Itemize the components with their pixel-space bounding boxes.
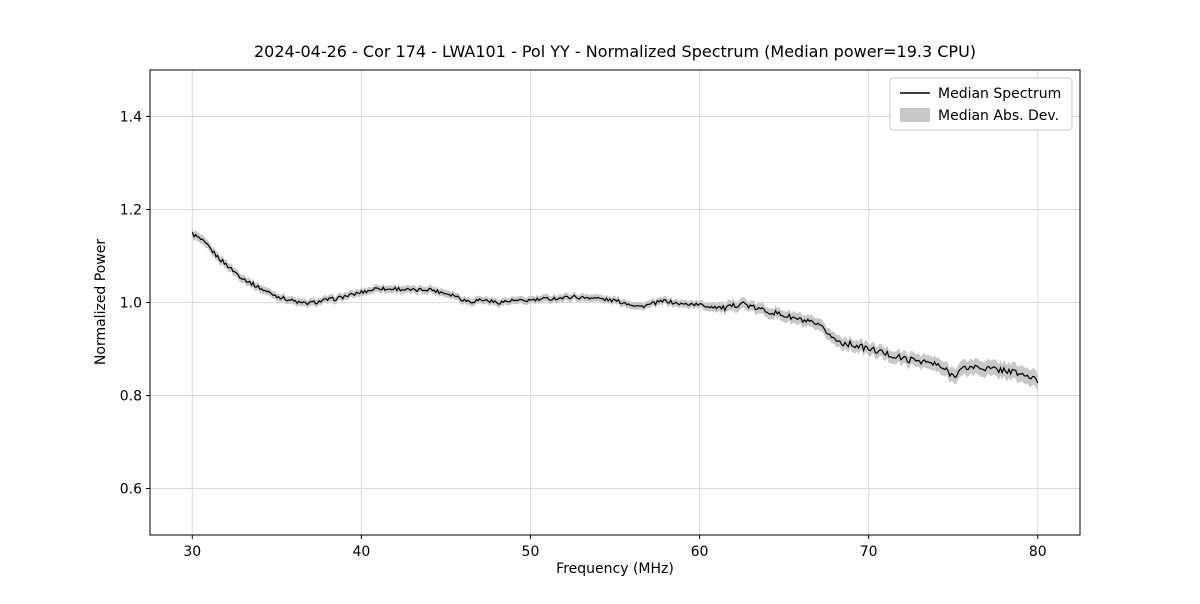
- x-tick-label: 30: [183, 544, 201, 560]
- y-tick-label: 0.8: [120, 389, 142, 405]
- x-tick-label: 60: [691, 544, 709, 560]
- x-tick-label: 40: [352, 544, 370, 560]
- legend-label: Median Abs. Dev.: [938, 108, 1059, 124]
- x-tick-label: 70: [860, 544, 878, 560]
- axes-layer: 30 40 50 60 70 80 0.6 0.8 1.0 1.2 1.4: [120, 69, 1081, 560]
- y-tick-label: 1.0: [120, 296, 142, 312]
- y-tick-label: 0.6: [120, 482, 142, 498]
- legend-label: Median Spectrum: [938, 86, 1061, 102]
- legend: Median Spectrum Median Abs. Dev.: [889, 77, 1073, 131]
- median-spectrum-layer: [191, 231, 1039, 384]
- y-tick-label: 1.2: [120, 203, 142, 219]
- mad-band-layer: [192, 227, 1038, 392]
- median-spectrum-line: [191, 231, 1039, 384]
- x-tick-label: 80: [1029, 544, 1047, 560]
- x-tick-label: 50: [522, 544, 540, 560]
- x-axis-label: Frequency (MHz): [556, 561, 674, 577]
- chart-title: 2024-04-26 - Cor 174 - LWA101 - Pol YY -…: [254, 42, 976, 61]
- y-tick-label: 1.4: [120, 110, 142, 126]
- legend-frame: [889, 77, 1073, 131]
- legend-patch-sample: [900, 108, 930, 122]
- mad-band: [192, 227, 1038, 392]
- y-axis-label: Normalized Power: [93, 239, 109, 365]
